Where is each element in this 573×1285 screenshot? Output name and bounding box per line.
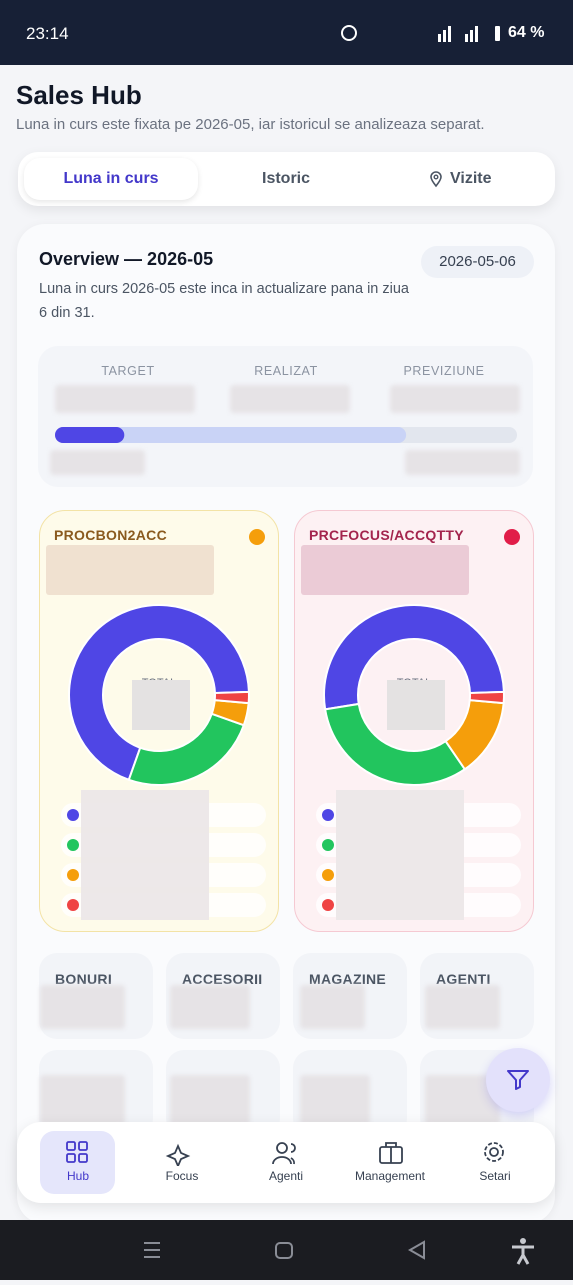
pin-icon <box>430 171 442 188</box>
legend-dot <box>67 839 79 851</box>
realized-bar <box>55 427 125 443</box>
filter-button[interactable] <box>486 1048 550 1112</box>
overview-title: Overview — 2026-05 <box>39 249 214 269</box>
active-tab[interactable] <box>24 158 198 200</box>
title: Sales Hub <box>16 80 142 110</box>
kpi-label: PREVIZIUNE <box>403 364 485 378</box>
metric-label: MAGAZINE <box>309 971 387 987</box>
blurred <box>170 1075 250 1125</box>
blurred <box>55 385 195 413</box>
blurred <box>425 985 500 1029</box>
blurred <box>301 545 469 595</box>
tab[interactable]: Luna in curs <box>63 170 159 187</box>
blurred <box>300 1075 370 1125</box>
legend-dot <box>67 809 79 821</box>
time: 23:14 <box>26 24 69 43</box>
legend-dot <box>322 899 334 911</box>
blurred <box>40 1075 125 1125</box>
battery: 64 % <box>508 24 545 41</box>
status-bar: 23:14 64 % <box>0 0 573 65</box>
accent-dot <box>504 529 520 545</box>
blurred <box>46 545 214 595</box>
blurred <box>336 790 464 920</box>
blurred <box>230 385 350 413</box>
legend-dot <box>322 839 334 851</box>
tab[interactable]: Istoric <box>261 170 311 187</box>
nav-label[interactable]: Hub <box>66 1169 90 1183</box>
system-nav-icons <box>144 1238 534 1265</box>
metric-label: ACCESORII <box>182 971 263 987</box>
nav-label[interactable]: Management <box>354 1169 426 1183</box>
legend-dot <box>67 899 79 911</box>
blurred <box>170 985 250 1029</box>
tab[interactable]: Vizite <box>450 170 492 187</box>
blurred <box>390 385 520 413</box>
filter-icon <box>507 1070 529 1090</box>
blurred <box>300 985 365 1029</box>
forecast-bar <box>55 427 407 443</box>
blurred <box>387 680 445 730</box>
date-pill: 2026-05-06 <box>421 246 534 278</box>
bottom-nav <box>17 1122 555 1203</box>
blurred <box>40 985 125 1029</box>
progress-bar <box>55 427 517 443</box>
kpi-label: REALIZAT <box>254 364 318 378</box>
legend-dot <box>322 809 334 821</box>
tab-bar: Luna in curs Istoric Vizite <box>18 152 555 206</box>
blurred <box>81 790 209 920</box>
chart-title: PROCBON2ACC <box>54 527 167 543</box>
subtitle: Luna in curs este fixata pe 2026-05, iar… <box>16 116 485 133</box>
nav-label[interactable]: Agenti <box>268 1169 304 1183</box>
charts: PROCBON2ACCTOTALPRCFOCUS/ACCQTTYTOTAL <box>46 527 521 920</box>
nav-label[interactable]: Setari <box>479 1169 511 1183</box>
metric-label: BONURI <box>55 971 113 987</box>
nav-icons <box>66 1141 504 1166</box>
active-nav[interactable] <box>40 1131 115 1194</box>
donut-segment <box>68 604 250 782</box>
metric-label: AGENTI <box>436 971 491 987</box>
accent-dot <box>249 529 265 545</box>
chart-title: PRCFOCUS/ACCQTTY <box>309 527 464 543</box>
blurred <box>50 450 145 475</box>
nav-label[interactable]: Focus <box>165 1169 199 1183</box>
system-nav <box>0 1220 573 1280</box>
status-icons <box>341 25 500 42</box>
donut-segment <box>323 604 505 711</box>
blurred <box>405 450 520 475</box>
donut-segment <box>213 690 250 705</box>
legend-dot <box>322 869 334 881</box>
overview-description: Luna in curs 2026-05 este inca in actual… <box>39 281 409 321</box>
blurred <box>132 680 190 730</box>
kpi-label: TARGET <box>101 364 155 378</box>
legend-dot <box>67 869 79 881</box>
donut-segment <box>468 690 505 705</box>
